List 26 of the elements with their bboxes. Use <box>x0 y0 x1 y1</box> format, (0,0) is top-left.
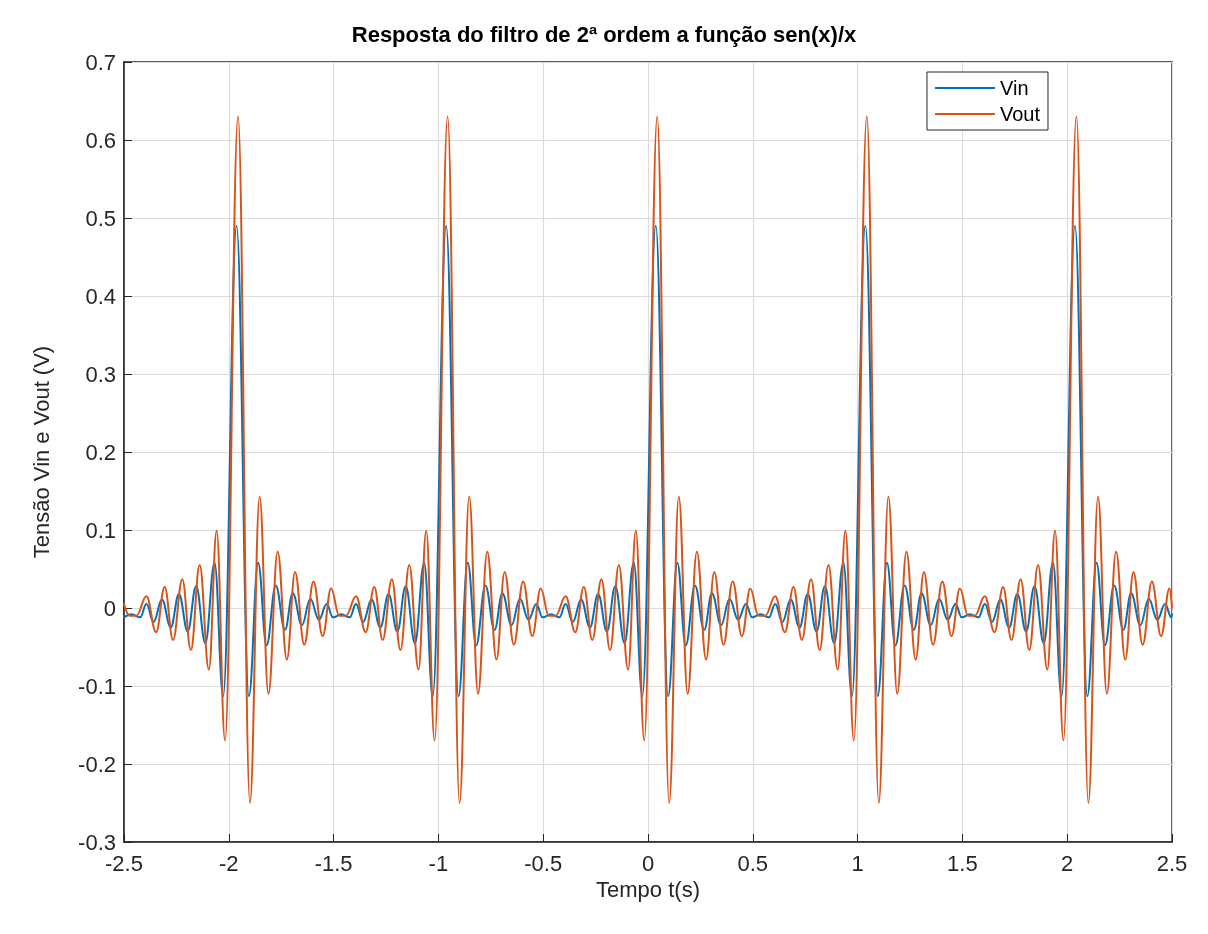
x-tick-label: 1 <box>851 850 864 876</box>
y-axis-title: Tensão Vin e Vout (V) <box>28 345 54 559</box>
x-tick-label: -0.5 <box>524 850 563 876</box>
y-tick-label: 0.7 <box>85 49 116 75</box>
x-tick-label: 2.5 <box>1156 850 1188 876</box>
y-tick-label: 0.1 <box>85 517 116 543</box>
x-axis-title: Tempo t(s) <box>596 877 700 903</box>
x-tick-label: -1 <box>428 850 449 876</box>
y-tick-label: 0.5 <box>85 205 116 231</box>
y-tick-label: 0.4 <box>85 283 116 309</box>
y-tick-label: 0.3 <box>85 361 116 387</box>
x-tick-label: 1.5 <box>947 850 978 876</box>
x-tick-label: 0 <box>641 850 655 876</box>
legend-label: Vout <box>999 103 1041 125</box>
x-tick-label: 0.5 <box>737 850 769 876</box>
y-tick-label: 0 <box>103 595 116 621</box>
x-tick-label: -2 <box>219 850 239 876</box>
y-tick-label: 0.6 <box>85 127 116 153</box>
line-series <box>123 224 1173 698</box>
chart-title: Resposta do filtro de 2ª ordem a função sen(x)/x <box>351 21 857 47</box>
y-tick-label: 0.2 <box>85 439 116 465</box>
y-tick-label: -0.1 <box>78 673 116 699</box>
x-tick-label: -1.5 <box>314 850 353 876</box>
y-tick-label: -0.2 <box>78 751 116 777</box>
x-tick-label: 2 <box>1061 850 1074 876</box>
legend-label: Vin <box>999 77 1029 99</box>
